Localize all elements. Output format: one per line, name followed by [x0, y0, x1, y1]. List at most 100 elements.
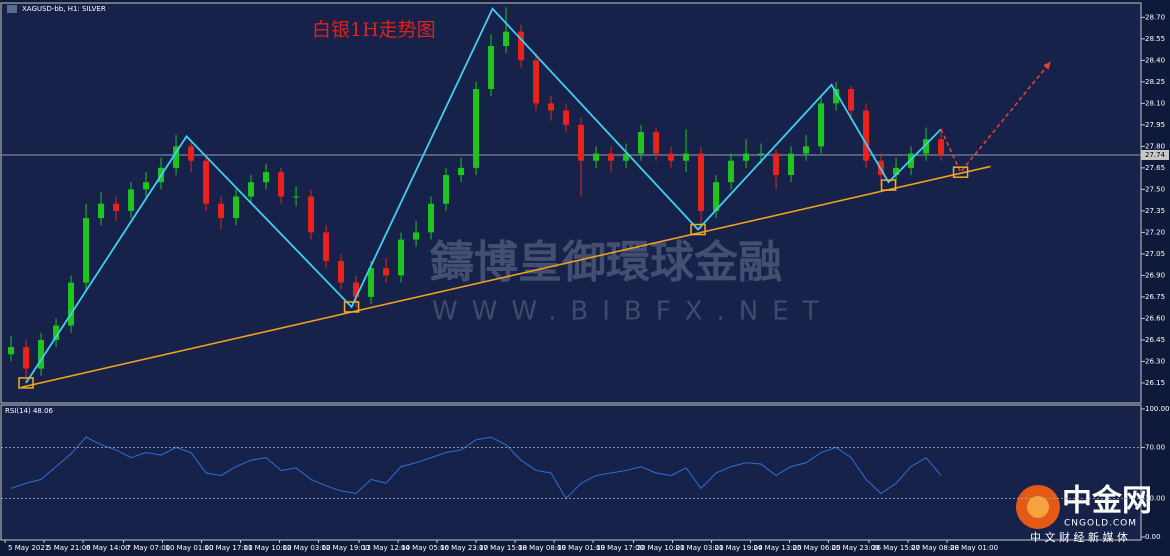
candle-body: [413, 232, 420, 240]
candle-body: [758, 153, 765, 155]
candle-body: [653, 132, 660, 154]
candle-body: [443, 175, 450, 204]
candle-body: [608, 153, 615, 161]
y-tick-label: 28.25: [1145, 78, 1165, 86]
candle-body: [323, 232, 330, 262]
x-tick-label: 28 May 01:00: [950, 544, 998, 552]
candle-body: [53, 325, 60, 340]
candle-body: [68, 282, 75, 326]
candle-body: [728, 160, 735, 183]
candle-body: [173, 146, 180, 168]
y-tick-label: 27.50: [1145, 185, 1165, 193]
candle-body: [473, 89, 480, 168]
candle-body: [818, 103, 825, 147]
candle-body: [143, 182, 150, 190]
y-tick-label: 27.95: [1145, 121, 1165, 129]
x-tick-label: 27 May 08:00: [911, 544, 959, 552]
logo-slogan: 中 文 财 经 新 媒 体: [1030, 530, 1128, 544]
y-tick-label: 26.90: [1145, 271, 1165, 279]
x-tick-label: 12 May 19:00: [322, 544, 370, 552]
candle-body: [938, 139, 945, 155]
x-tick-label: 10 May 01:00: [166, 544, 214, 552]
candle-body: [113, 203, 120, 211]
y-tick-label: 27.35: [1145, 207, 1165, 215]
rsi-tick-label: 0.00: [1145, 533, 1161, 541]
y-tick-label: 27.80: [1145, 142, 1165, 150]
x-tick-label: 12 May 03:00: [283, 544, 331, 552]
candle-body: [218, 203, 225, 219]
rsi-line: [10, 436, 942, 500]
candle-body: [188, 146, 195, 161]
candle-body: [98, 203, 105, 219]
current-price-label: 27.74: [1145, 151, 1166, 159]
x-tick-label: 17 May 15:00: [479, 544, 527, 552]
zigzag-line: [25, 7, 942, 384]
x-tick-label: 25 May 23:00: [832, 544, 880, 552]
x-tick-label: 26 May 15:00: [872, 544, 920, 552]
candle-body: [578, 124, 585, 161]
y-tick-label: 27.20: [1145, 228, 1165, 236]
candle-body: [518, 31, 525, 61]
y-tick-label: 28.40: [1145, 56, 1165, 64]
x-tick-label: 7 May 07:00: [127, 544, 171, 552]
trendline: [21, 165, 991, 389]
y-tick-label: 28.55: [1145, 35, 1165, 43]
candle-body: [8, 347, 15, 355]
candle-body: [38, 339, 45, 369]
x-tick-label: 25 May 06:00: [793, 544, 841, 552]
candle-body: [503, 31, 510, 47]
candle-body: [563, 110, 570, 125]
rsi-tick-label: 100.00: [1145, 405, 1170, 413]
y-tick-label: 27.65: [1145, 164, 1165, 172]
logo-name: 中金网: [1062, 484, 1152, 519]
candle-body: [83, 218, 90, 283]
candle-body: [308, 196, 315, 233]
pivot-box: [690, 223, 706, 236]
candle-body: [548, 103, 555, 111]
candle-body: [863, 110, 870, 161]
pivot-box: [880, 179, 897, 191]
candle-body: [848, 89, 855, 111]
candle-body: [593, 153, 600, 161]
candle-body: [638, 132, 645, 154]
candle-body: [353, 282, 360, 297]
candle-body: [383, 268, 390, 276]
x-tick-label: 24 May 13:00: [754, 544, 802, 552]
candle-body: [668, 153, 675, 161]
main-panel: [0, 2, 1142, 404]
y-tick-label: 27.05: [1145, 250, 1165, 258]
candle-body: [683, 153, 690, 161]
y-tick-label: 28.10: [1145, 99, 1165, 107]
candle-body: [743, 153, 750, 161]
candle-body: [713, 182, 720, 211]
rsi-label: RSI(14) 48.06: [5, 407, 54, 415]
candle-body: [263, 172, 270, 183]
x-tick-label: 5 May 21:00: [47, 544, 91, 552]
candle-body: [338, 261, 345, 283]
watermark-url: WWW.BIBFX.NET: [432, 297, 833, 327]
candle-body: [773, 153, 780, 176]
candle-body: [488, 46, 495, 90]
candle-body: [458, 167, 465, 176]
y-tick-label: 28.70: [1145, 13, 1165, 21]
candle-body: [788, 153, 795, 176]
candle-body: [803, 146, 810, 154]
x-tick-label: 18 May 08:00: [518, 544, 566, 552]
candle-body: [623, 153, 630, 161]
y-tick-label: 26.15: [1145, 379, 1165, 387]
candle-body: [833, 89, 840, 104]
symbol-icon: [7, 5, 17, 13]
logo-icon-inner: [1027, 496, 1049, 518]
candle-body: [23, 347, 30, 369]
projection-line: [940, 61, 1052, 174]
rsi-tick-label: 70.00: [1145, 443, 1165, 451]
candle-body: [893, 167, 900, 176]
candle-body: [923, 139, 930, 154]
candle-body: [293, 196, 300, 198]
current-price-box: [1141, 149, 1169, 160]
x-tick-label: 21 May 19:00: [715, 544, 763, 552]
x-tick-label: 13 May 12:00: [362, 544, 410, 552]
pivot-box: [343, 301, 360, 313]
candle-body: [698, 153, 705, 211]
